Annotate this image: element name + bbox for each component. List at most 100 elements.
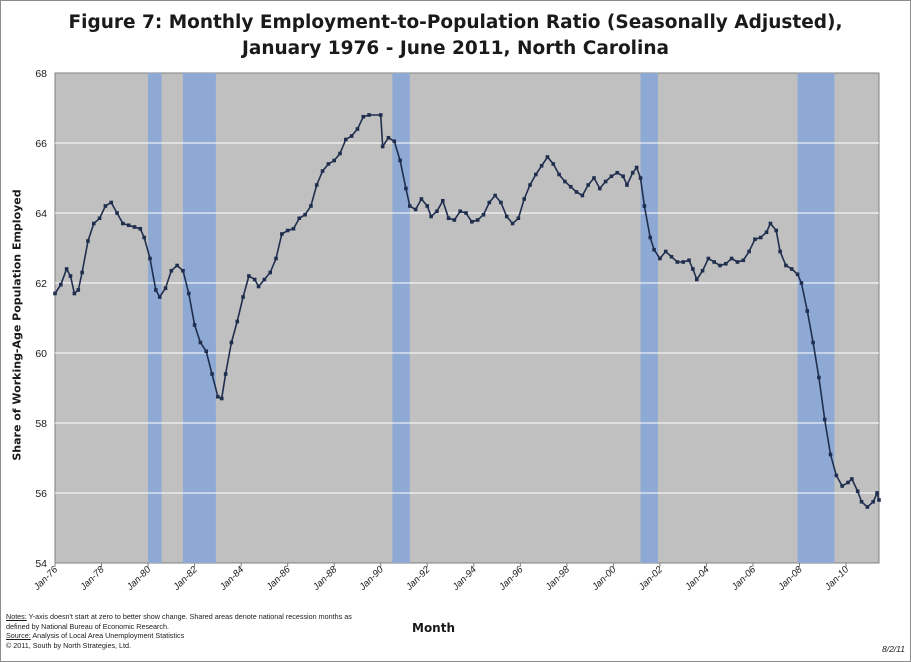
data-point-104 — [634, 165, 639, 170]
data-point-85 — [528, 183, 532, 187]
data-point-136 — [805, 309, 810, 313]
y-axis-label: Share of Working-Age Population Employed — [10, 189, 24, 461]
data-point-25 — [186, 291, 191, 296]
data-point-44 — [291, 226, 296, 231]
data-point-119 — [712, 260, 716, 264]
data-point-34 — [235, 319, 240, 324]
data-point-7 — [86, 239, 90, 243]
x-tick-label-Jan-80: Jan-80 — [124, 564, 154, 594]
data-point-38 — [256, 284, 261, 289]
data-point-100 — [615, 170, 620, 175]
data-point-82 — [510, 221, 515, 226]
data-point-15 — [132, 225, 137, 229]
x-axis-ticks: Jan-76 Jan-78 Jan-80 Jan-82 Jan-84 Jan-86 Jan-… — [31, 563, 852, 593]
data-point-30 — [216, 394, 220, 399]
data-point-140 — [828, 452, 833, 457]
data-point-58 — [378, 113, 383, 117]
data-point-5 — [76, 288, 81, 292]
data-point-134 — [795, 272, 800, 277]
data-point-45 — [297, 216, 302, 221]
notes-text-1: Y-axis doesn't start at zero to better s… — [26, 612, 352, 621]
data-point-27 — [198, 340, 203, 345]
recession-bands — [148, 73, 835, 563]
recession-band-5 — [797, 73, 835, 563]
data-point-81 — [504, 214, 509, 219]
data-point-132 — [784, 263, 788, 268]
data-point-149 — [875, 491, 879, 495]
data-point-65 — [413, 207, 418, 212]
x-tick-label-Jan-96: Jan-96 — [496, 564, 526, 594]
data-point-135 — [799, 281, 804, 285]
data-point-150 — [877, 498, 881, 502]
data-point-93 — [574, 190, 579, 194]
x-tick-label-Jan-00: Jan-00 — [589, 564, 619, 594]
data-point-51 — [332, 158, 336, 163]
data-point-111 — [669, 254, 674, 259]
data-point-95 — [586, 183, 590, 187]
data-point-19 — [154, 288, 158, 292]
data-point-39 — [262, 277, 267, 282]
y-tick-label-62: 62 — [35, 278, 47, 290]
data-point-54 — [349, 134, 354, 138]
y-tick-label-66: 66 — [35, 138, 47, 150]
recession-band-1 — [148, 73, 162, 563]
data-point-20 — [157, 295, 162, 299]
data-point-28 — [204, 349, 209, 354]
data-point-37 — [252, 277, 257, 282]
data-point-107 — [648, 235, 653, 240]
data-point-4 — [72, 291, 77, 296]
data-point-130 — [774, 228, 779, 233]
data-point-116 — [694, 277, 699, 282]
data-point-78 — [487, 200, 492, 205]
data-point-43 — [285, 228, 290, 233]
data-point-133 — [789, 267, 794, 271]
data-point-128 — [764, 230, 769, 235]
x-tick-label-Jan-94: Jan-94 — [450, 564, 479, 593]
data-point-115 — [691, 267, 695, 271]
data-point-12 — [115, 211, 119, 215]
data-point-83 — [516, 216, 521, 221]
data-point-121 — [724, 261, 728, 266]
notes-label: Notes: — [6, 612, 27, 621]
data-point-142 — [840, 484, 844, 488]
y-tick-label-56: 56 — [35, 488, 47, 500]
data-point-91 — [563, 179, 567, 184]
data-point-70 — [440, 198, 445, 203]
data-point-90 — [557, 172, 561, 177]
data-point-99 — [609, 174, 614, 179]
data-point-8 — [91, 221, 96, 226]
data-point-22 — [169, 268, 174, 273]
x-tick-label-Jan-04: Jan-04 — [683, 564, 712, 593]
data-point-55 — [355, 127, 360, 131]
source-label: Source: — [6, 631, 31, 641]
data-point-35 — [241, 295, 245, 299]
data-point-125 — [747, 249, 751, 254]
chart-notes: Notes: Y-axis doesn't start at zero to b… — [6, 612, 352, 650]
data-point-71 — [446, 216, 451, 221]
data-point-16 — [138, 226, 143, 231]
data-point-14 — [126, 223, 131, 228]
data-point-53 — [344, 137, 348, 142]
data-point-9 — [97, 216, 102, 221]
data-point-148 — [871, 499, 875, 504]
data-point-2 — [64, 267, 69, 271]
x-tick-label-Jan-98: Jan-98 — [543, 564, 573, 594]
x-tick-label-Jan-92: Jan-92 — [403, 564, 433, 594]
data-point-88 — [545, 155, 550, 159]
notes-line-3: Source: Analysis of Local Area Unemploym… — [6, 631, 352, 641]
data-point-143 — [846, 480, 850, 485]
data-point-75 — [470, 219, 474, 224]
data-point-29 — [210, 372, 214, 376]
data-point-117 — [700, 268, 705, 273]
data-point-103 — [630, 170, 635, 175]
y-tick-label-60: 60 — [35, 348, 47, 360]
data-point-56 — [361, 114, 366, 119]
data-point-57 — [367, 113, 371, 117]
copyright-line: © 2011, South by North Strategies, Ltd. — [6, 640, 132, 650]
data-point-122 — [729, 256, 734, 261]
notes-line-1: Notes: Y-axis doesn't start at zero to b… — [6, 612, 352, 622]
data-point-112 — [675, 260, 680, 264]
data-point-94 — [580, 193, 585, 198]
data-point-79 — [493, 193, 497, 198]
y-axis-ticks: 54 56 58 60 62 64 66 68 — [35, 68, 47, 570]
